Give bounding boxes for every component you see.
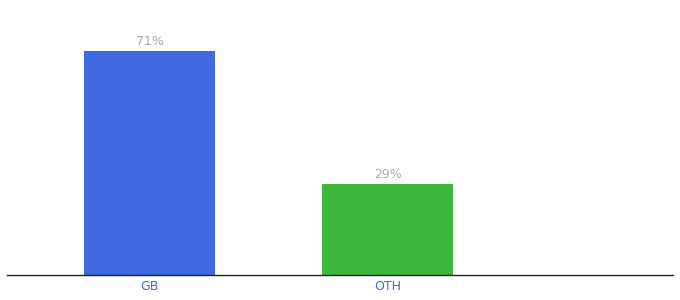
Text: 29%: 29% [374, 167, 401, 181]
Bar [322, 184, 453, 275]
Bar [84, 51, 215, 275]
Text: 71%: 71% [136, 35, 164, 48]
